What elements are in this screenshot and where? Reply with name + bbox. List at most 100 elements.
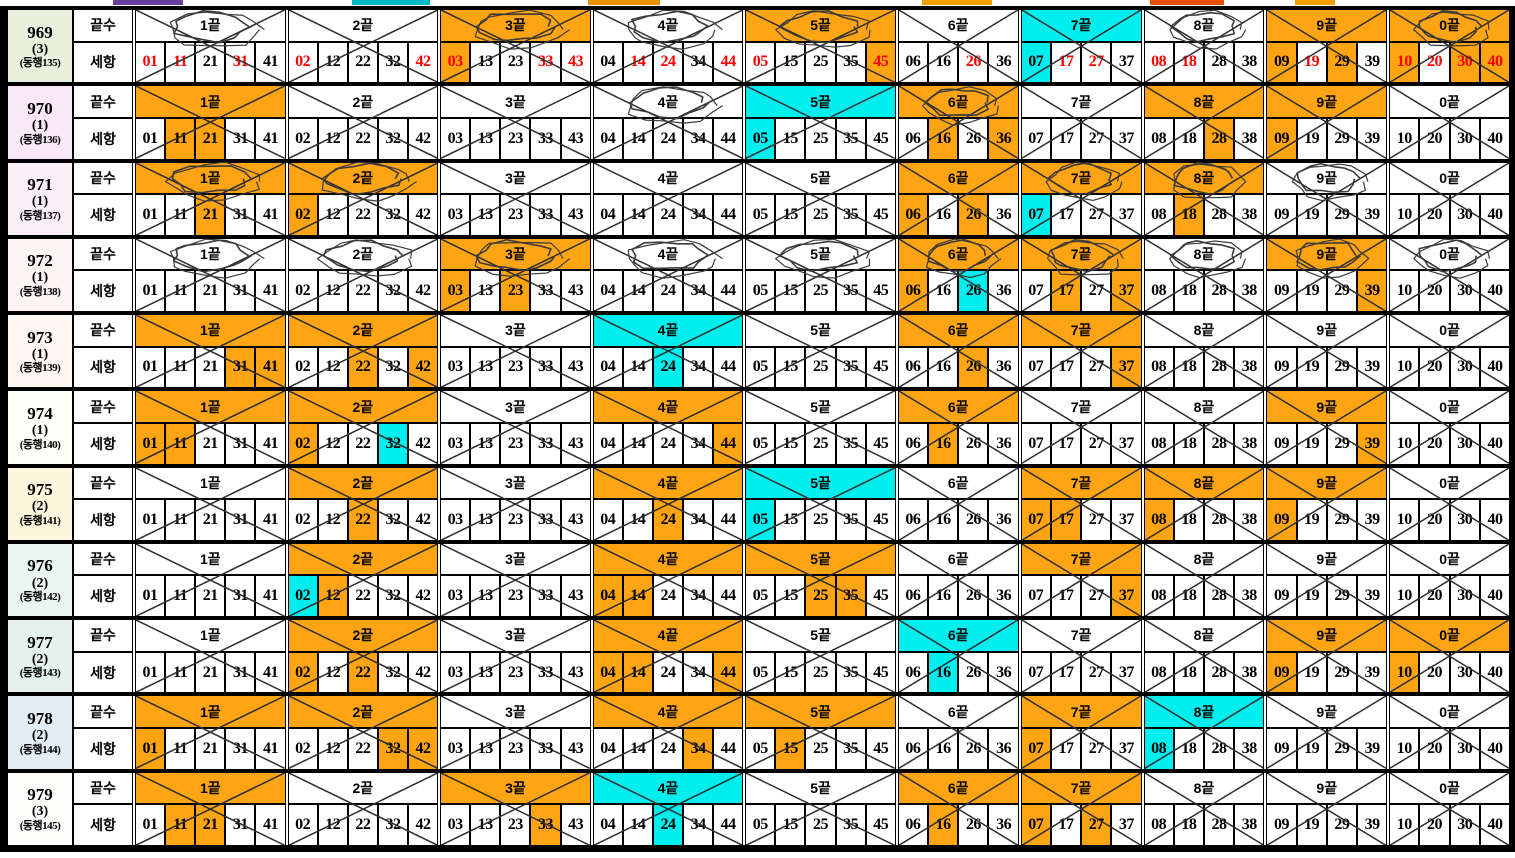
number-cell[interactable]: 25 <box>804 42 835 83</box>
number-cell[interactable]: 33 <box>529 42 560 83</box>
number-cell[interactable]: 04 <box>593 805 622 845</box>
number-cell[interactable]: 35 <box>834 576 865 617</box>
number-cell[interactable]: 38 <box>1233 271 1264 312</box>
number-cell[interactable]: 06 <box>898 42 928 83</box>
number-cell[interactable]: 45 <box>864 805 895 845</box>
digit-group-header[interactable]: 5끝 <box>746 162 895 196</box>
digit-group-header[interactable]: 2끝 <box>288 238 438 272</box>
number-cell[interactable]: 37 <box>1110 347 1141 388</box>
ending-digit-label[interactable]: 끝수 <box>74 315 132 348</box>
number-cell[interactable]: 28 <box>1202 42 1234 83</box>
number-cell[interactable]: 36 <box>987 42 1018 83</box>
number-cell[interactable]: 05 <box>746 805 775 845</box>
digit-group-header[interactable]: 8끝 <box>1144 391 1264 424</box>
digit-group-header[interactable]: 6끝 <box>898 772 1018 806</box>
number-cell[interactable]: 43 <box>559 195 590 235</box>
number-cell[interactable]: 12 <box>316 652 347 693</box>
digit-group-header[interactable]: 1끝 <box>136 86 285 119</box>
number-cell[interactable]: 22 <box>346 805 377 845</box>
number-cell[interactable]: 42 <box>407 423 438 464</box>
number-cell[interactable]: 05 <box>746 728 775 769</box>
digit-group-header[interactable]: 5끝 <box>746 772 895 806</box>
number-cell[interactable]: 16 <box>927 423 958 464</box>
number-cell[interactable]: 29 <box>1325 805 1356 845</box>
number-cell[interactable]: 20 <box>1418 195 1449 235</box>
number-cell[interactable]: 08 <box>1144 423 1173 464</box>
number-cell[interactable]: 30 <box>1448 118 1479 159</box>
number-cell[interactable]: 34 <box>682 42 713 83</box>
number-cell[interactable]: 12 <box>316 347 347 388</box>
number-cell[interactable]: 26 <box>957 728 988 769</box>
number-cell[interactable]: 25 <box>804 652 835 693</box>
number-cell[interactable]: 37 <box>1110 195 1141 235</box>
number-cell[interactable]: 34 <box>682 652 713 693</box>
number-cell[interactable]: 16 <box>927 500 958 540</box>
digit-group-header[interactable]: 7끝 <box>1021 620 1141 653</box>
number-cell[interactable]: 13 <box>469 728 500 769</box>
number-cell[interactable]: 13 <box>469 42 500 83</box>
number-cell[interactable]: 09 <box>1267 42 1296 83</box>
number-cell[interactable]: 05 <box>746 652 775 693</box>
ending-digit-label[interactable]: 끝수 <box>74 10 132 43</box>
number-cell[interactable]: 06 <box>898 500 928 540</box>
digit-group-header[interactable]: 4끝 <box>593 620 743 653</box>
digit-group-header[interactable]: 0끝 <box>1390 772 1510 806</box>
number-cell[interactable]: 33 <box>529 805 560 845</box>
number-cell[interactable]: 31 <box>224 652 255 693</box>
number-cell[interactable]: 20 <box>1418 118 1449 159</box>
digit-group-header[interactable]: 7끝 <box>1021 772 1141 806</box>
number-cell[interactable]: 44 <box>712 423 743 464</box>
number-cell[interactable]: 07 <box>1021 500 1050 540</box>
digit-group-header[interactable]: 4끝 <box>593 772 743 806</box>
digit-group-header[interactable]: 6끝 <box>898 620 1018 653</box>
number-cell[interactable]: 02 <box>288 728 317 769</box>
digit-group-header[interactable]: 9끝 <box>1267 467 1387 501</box>
number-cell[interactable]: 41 <box>254 805 285 845</box>
number-cell[interactable]: 10 <box>1390 271 1419 312</box>
digit-group-header[interactable]: 4끝 <box>593 162 743 196</box>
digit-group-header[interactable]: 7끝 <box>1021 543 1141 577</box>
number-cell[interactable]: 21 <box>194 347 225 388</box>
number-cell[interactable]: 40 <box>1478 347 1510 388</box>
number-cell[interactable]: 28 <box>1202 271 1234 312</box>
number-cell[interactable]: 34 <box>682 728 713 769</box>
number-cell[interactable]: 08 <box>1144 271 1173 312</box>
number-cell[interactable]: 30 <box>1448 500 1479 540</box>
number-cell[interactable]: 11 <box>164 576 195 617</box>
number-cell[interactable]: 25 <box>804 805 835 845</box>
number-cell[interactable]: 01 <box>136 118 165 159</box>
ending-digit-label[interactable]: 끝수 <box>74 468 132 501</box>
number-cell[interactable]: 10 <box>1390 576 1419 617</box>
number-cell[interactable]: 24 <box>651 347 683 388</box>
number-cell[interactable]: 12 <box>316 195 347 235</box>
number-cell[interactable]: 30 <box>1448 423 1479 464</box>
number-cell[interactable]: 40 <box>1478 728 1510 769</box>
draw-label-cell[interactable]: 970 (1) (동행136) <box>8 86 74 159</box>
digit-group-header[interactable]: 3끝 <box>441 315 590 348</box>
digit-group-header[interactable]: 7끝 <box>1021 162 1141 196</box>
number-cell[interactable]: 22 <box>346 347 377 388</box>
digit-group-header[interactable]: 0끝 <box>1390 10 1510 43</box>
number-cell[interactable]: 36 <box>987 576 1018 617</box>
number-cell[interactable]: 17 <box>1049 728 1081 769</box>
number-cell[interactable]: 19 <box>1295 576 1326 617</box>
number-cell[interactable]: 37 <box>1110 42 1141 83</box>
number-cell[interactable]: 08 <box>1144 347 1173 388</box>
digit-group-header[interactable]: 3끝 <box>441 543 590 577</box>
digit-group-header[interactable]: 4끝 <box>593 467 743 501</box>
number-cell[interactable]: 07 <box>1021 195 1050 235</box>
number-cell[interactable]: 22 <box>346 652 377 693</box>
number-cell[interactable]: 35 <box>834 195 865 235</box>
number-cell[interactable]: 18 <box>1172 652 1203 693</box>
number-cell[interactable]: 38 <box>1233 652 1264 693</box>
number-cell[interactable]: 21 <box>194 652 225 693</box>
number-cell[interactable]: 34 <box>682 500 713 540</box>
number-cell[interactable]: 16 <box>927 576 958 617</box>
number-cell[interactable]: 16 <box>927 195 958 235</box>
digit-group-header[interactable]: 0끝 <box>1390 620 1510 653</box>
draw-label-cell[interactable]: 974 (1) (동행140) <box>8 391 74 464</box>
digit-group-header[interactable]: 0끝 <box>1390 315 1510 348</box>
number-cell[interactable]: 14 <box>621 576 652 617</box>
number-cell[interactable]: 42 <box>407 576 438 617</box>
number-cell[interactable]: 39 <box>1356 42 1387 83</box>
